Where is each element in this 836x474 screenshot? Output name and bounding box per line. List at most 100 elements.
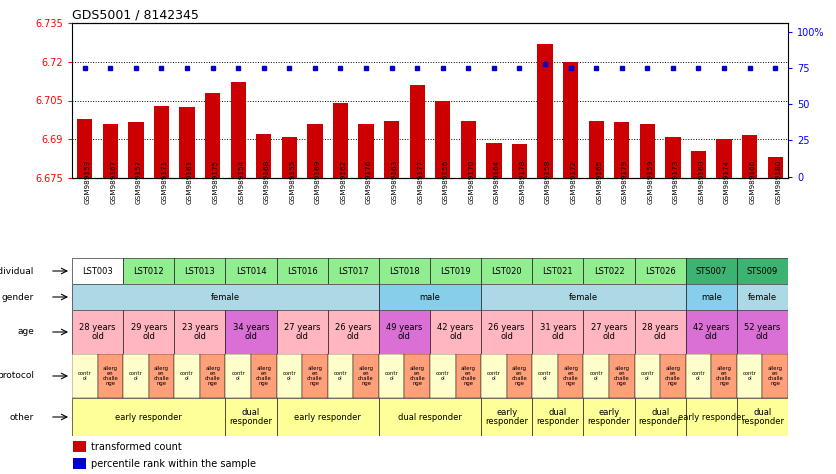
Bar: [686, 354, 711, 398]
Bar: [200, 354, 226, 398]
Bar: [379, 354, 405, 398]
Text: early
responder: early responder: [485, 408, 528, 426]
Text: individual: individual: [0, 266, 34, 275]
Text: contr
ol: contr ol: [487, 371, 501, 381]
Bar: [251, 354, 277, 398]
Bar: [72, 310, 123, 354]
Bar: [379, 310, 430, 354]
Text: GSM989169: GSM989169: [315, 160, 321, 204]
Text: STS007: STS007: [696, 266, 727, 275]
Bar: [379, 284, 482, 310]
Bar: [563, 62, 579, 178]
Text: dual
responder: dual responder: [230, 408, 273, 426]
Text: allerg
en
challe
nge: allerg en challe nge: [256, 366, 272, 386]
Text: allerg
en
challe
nge: allerg en challe nge: [410, 366, 425, 386]
Bar: [538, 44, 553, 178]
Bar: [302, 354, 328, 398]
Text: contr
ol: contr ol: [232, 371, 245, 381]
Text: GSM989160: GSM989160: [699, 160, 705, 204]
Text: male: male: [701, 292, 721, 301]
Text: 26 years
old: 26 years old: [335, 323, 371, 341]
Text: contr
ol: contr ol: [436, 371, 450, 381]
Text: LST018: LST018: [389, 266, 420, 275]
Text: GSM989178: GSM989178: [519, 160, 526, 204]
Bar: [72, 398, 226, 436]
Bar: [226, 258, 277, 284]
Bar: [308, 124, 323, 178]
Bar: [711, 354, 737, 398]
Bar: [379, 258, 430, 284]
Bar: [154, 106, 169, 178]
Bar: [686, 258, 737, 284]
Text: LST014: LST014: [236, 266, 267, 275]
Bar: [359, 124, 374, 178]
Text: GSM989166: GSM989166: [750, 160, 756, 204]
Bar: [174, 354, 200, 398]
Bar: [277, 398, 379, 436]
Text: contr
ol: contr ol: [691, 371, 706, 381]
Bar: [282, 137, 297, 178]
Bar: [74, 458, 86, 469]
Text: allerg
en
challe
nge: allerg en challe nge: [614, 366, 630, 386]
Bar: [609, 354, 635, 398]
Text: GSM989177: GSM989177: [417, 160, 423, 204]
Text: female: female: [211, 292, 240, 301]
Text: contr
ol: contr ol: [742, 371, 757, 381]
Bar: [205, 93, 221, 178]
Bar: [584, 258, 635, 284]
Bar: [614, 122, 630, 178]
Bar: [328, 258, 379, 284]
Bar: [482, 284, 686, 310]
Text: GSM989170: GSM989170: [468, 160, 474, 204]
Bar: [174, 310, 226, 354]
Bar: [123, 354, 149, 398]
Text: allerg
en
challe
nge: allerg en challe nge: [665, 366, 681, 386]
Text: allerg
en
challe
nge: allerg en challe nge: [563, 366, 579, 386]
Text: allerg
en
challe
nge: allerg en challe nge: [767, 366, 783, 386]
Bar: [660, 354, 686, 398]
Bar: [435, 100, 451, 178]
Bar: [384, 121, 400, 178]
Bar: [686, 310, 737, 354]
Text: GSM989156: GSM989156: [443, 160, 449, 204]
Text: female: female: [748, 292, 777, 301]
Bar: [461, 121, 476, 178]
Text: allerg
en
challe
nge: allerg en challe nge: [358, 366, 374, 386]
Text: GSM989172: GSM989172: [571, 160, 577, 204]
Text: allerg
en
challe
nge: allerg en challe nge: [307, 366, 323, 386]
Text: GSM989180: GSM989180: [775, 160, 781, 204]
Bar: [123, 258, 174, 284]
Text: GSM989167: GSM989167: [110, 160, 116, 204]
Bar: [430, 310, 482, 354]
Bar: [226, 354, 251, 398]
Text: 42 years
old: 42 years old: [693, 323, 730, 341]
Text: LST026: LST026: [645, 266, 675, 275]
Bar: [558, 354, 584, 398]
Bar: [405, 354, 430, 398]
Bar: [482, 310, 533, 354]
Bar: [410, 85, 425, 178]
Text: contr
ol: contr ol: [385, 371, 399, 381]
Bar: [123, 310, 174, 354]
Text: female: female: [568, 292, 598, 301]
Bar: [533, 354, 558, 398]
Text: GSM989171: GSM989171: [161, 160, 167, 204]
Text: contr
ol: contr ol: [640, 371, 655, 381]
Bar: [103, 124, 118, 178]
Bar: [277, 354, 302, 398]
Bar: [77, 118, 93, 178]
Text: other: other: [10, 412, 34, 421]
Bar: [691, 151, 706, 178]
Text: GSM989153: GSM989153: [84, 160, 91, 204]
Text: 42 years
old: 42 years old: [437, 323, 474, 341]
Bar: [328, 354, 354, 398]
Text: GSM989164: GSM989164: [494, 160, 500, 204]
Bar: [180, 107, 195, 178]
Text: early responder: early responder: [294, 412, 361, 421]
Text: LST013: LST013: [185, 266, 215, 275]
Text: LST019: LST019: [441, 266, 471, 275]
Text: transformed count: transformed count: [90, 442, 181, 452]
Text: allerg
en
challe
nge: allerg en challe nge: [461, 366, 477, 386]
Bar: [737, 310, 788, 354]
Text: GSM989159: GSM989159: [647, 160, 654, 204]
